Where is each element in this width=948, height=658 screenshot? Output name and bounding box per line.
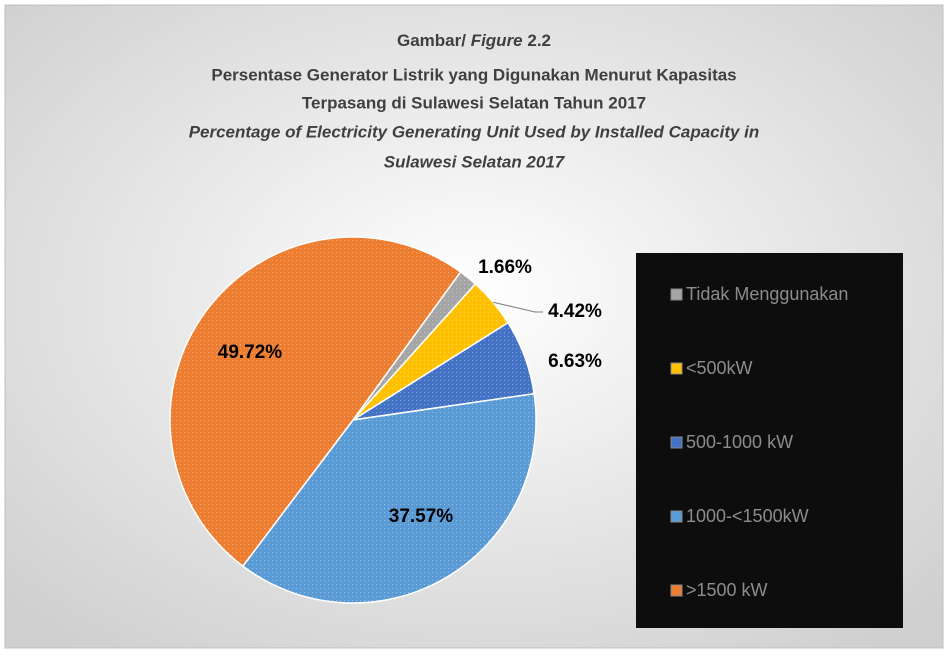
legend-label: <500kW <box>686 358 753 378</box>
slice-texture <box>169 236 461 567</box>
title: Terpasang di Sulawesi Selatan Tahun 2017 <box>302 93 646 112</box>
slice-texture <box>353 283 509 420</box>
legend-label: 1000-<1500kW <box>686 506 809 526</box>
legend-swatch <box>670 510 683 523</box>
data-label: 4.42% <box>548 301 602 322</box>
figure-label: Gambar/ Figure 2.2 <box>397 31 551 50</box>
legend-label: Tidak Menggunakan <box>686 284 848 304</box>
legend-swatch <box>670 288 683 301</box>
slice-texture <box>242 393 536 603</box>
legend-swatch <box>670 362 683 375</box>
legend-swatch <box>670 584 683 597</box>
slice-texture <box>353 271 476 420</box>
data-label: 6.63% <box>548 351 602 372</box>
legend-swatch <box>670 436 683 449</box>
title: Persentase Generator Listrik yang Diguna… <box>211 65 736 84</box>
data-label: 1.66% <box>478 257 532 278</box>
leader-line <box>492 301 543 313</box>
title-en: Sulawesi Selatan 2017 <box>384 152 566 171</box>
legend-label: >1500 kW <box>686 580 768 600</box>
data-label: 37.57% <box>389 506 454 527</box>
slice-texture <box>353 322 535 420</box>
legend-label: 500-1000 kW <box>686 432 793 452</box>
title-en: Percentage of Electricity Generating Uni… <box>189 122 760 141</box>
data-label: 49.72% <box>218 342 283 363</box>
